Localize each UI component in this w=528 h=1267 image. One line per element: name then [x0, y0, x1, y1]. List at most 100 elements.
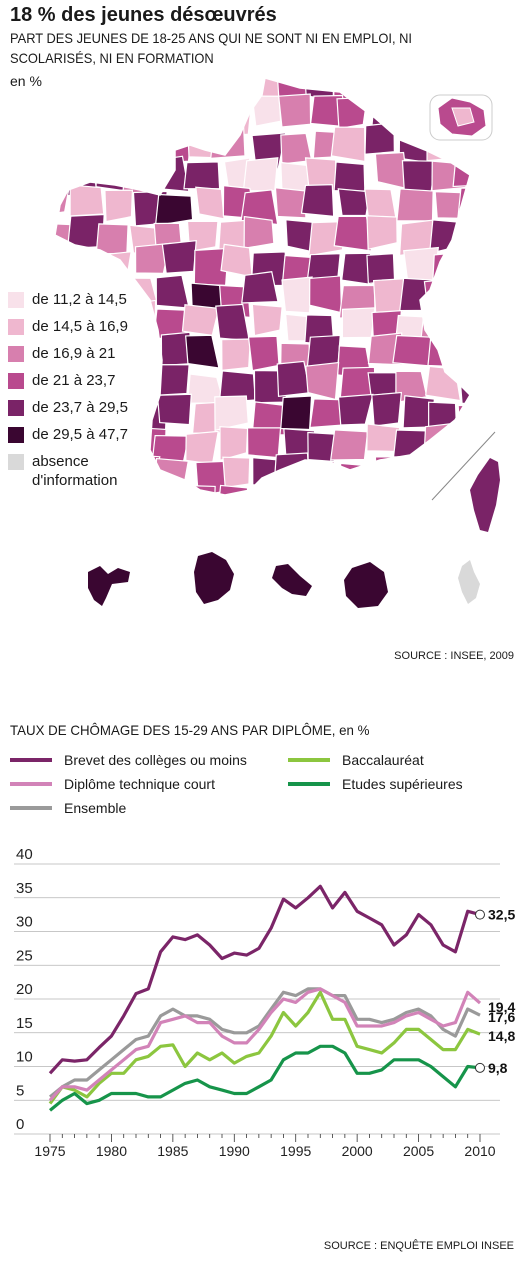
department-region: [336, 96, 368, 130]
department-region: [395, 370, 428, 404]
end-value-label: 32,5: [488, 907, 515, 923]
map-legend-item: de 29,5 à 47,7: [8, 425, 142, 452]
department-region: [55, 248, 65, 288]
department-region: [55, 78, 71, 105]
map-legend-item: de 23,7 à 29,5: [8, 398, 142, 425]
department-region: [462, 281, 470, 315]
x-tick-label: 1990: [219, 1143, 250, 1159]
department-region: [464, 335, 470, 370]
department-region: [246, 427, 282, 459]
department-region: [193, 78, 225, 103]
department-region: [154, 193, 194, 227]
department-region: [330, 429, 369, 461]
map-legend-item: de 16,9 à 21: [8, 344, 142, 371]
department-region: [218, 78, 252, 98]
department-region: [220, 243, 253, 278]
page-title: 18 % des jeunes désœuvrés: [10, 4, 277, 26]
department-region: [152, 155, 190, 193]
department-region: [195, 186, 225, 220]
map-unit: en %: [10, 73, 42, 89]
end-value-label: 9,8: [488, 1060, 508, 1076]
guadeloupe-shape: [88, 566, 130, 606]
department-region: [337, 393, 374, 426]
y-tick-label: 40: [16, 846, 33, 863]
department-region: [104, 189, 134, 223]
department-region: [55, 153, 68, 185]
department-region: [251, 95, 282, 127]
map-legend: de 11,2 à 14,5 de 14,5 à 16,9 de 16,9 à …: [8, 290, 142, 496]
department-region: [55, 182, 71, 217]
department-region: [219, 426, 249, 462]
department-region: [125, 78, 158, 100]
department-region: [161, 239, 197, 274]
department-region: [254, 487, 288, 495]
department-region: [305, 361, 340, 401]
department-region: [68, 99, 101, 137]
department-region: [427, 333, 462, 368]
map-legend-item: absence d'information: [8, 452, 142, 496]
department-region: [97, 78, 135, 106]
department-region: [372, 277, 409, 315]
end-value-label: 14,8: [488, 1028, 515, 1044]
department-region: [278, 93, 312, 128]
paris-inset: [429, 94, 493, 141]
legend-line: [288, 782, 330, 786]
department-region: [396, 188, 434, 222]
department-region: [240, 189, 279, 226]
x-tick-label: 1980: [96, 1143, 127, 1159]
department-region: [366, 489, 404, 495]
y-tick-label: 30: [16, 914, 33, 931]
department-region: [188, 94, 225, 128]
department-region: [423, 278, 452, 314]
department-region: [395, 491, 433, 495]
department-region: [366, 78, 404, 98]
department-region: [274, 187, 307, 219]
department-region: [183, 161, 221, 190]
legend-line: [10, 782, 52, 786]
x-tick-label: 2005: [403, 1143, 434, 1159]
department-region: [333, 161, 366, 192]
end-marker: [475, 1062, 485, 1073]
chart-source: SOURCE : ENQUÊTE EMPLOI INSEE: [323, 1240, 514, 1252]
department-region: [95, 223, 129, 255]
department-region: [221, 338, 252, 371]
legend-line: [10, 758, 52, 762]
department-region: [243, 215, 275, 250]
department-region: [55, 493, 75, 495]
department-region: [462, 217, 470, 253]
department-region: [397, 78, 430, 102]
map-legend-item: de 14,5 à 16,9: [8, 317, 142, 344]
department-region: [371, 391, 403, 427]
department-region: [371, 92, 405, 128]
mayotte-shape: [458, 560, 480, 604]
department-region: [393, 98, 423, 134]
department-region: [424, 489, 460, 495]
department-region: [100, 125, 131, 164]
department-region: [280, 395, 313, 431]
department-region: [67, 127, 100, 165]
series-line-etudes-sup-rieures: [48, 1044, 481, 1112]
department-region: [366, 215, 398, 251]
department-region: [425, 460, 462, 491]
department-region: [364, 188, 397, 219]
department-region: [403, 457, 434, 495]
legend-swatch: [8, 292, 24, 308]
department-region: [341, 307, 376, 339]
department-region: [155, 274, 190, 309]
end-marker: [475, 909, 485, 920]
department-region: [312, 489, 347, 495]
department-region: [69, 184, 105, 217]
department-region: [55, 95, 69, 130]
department-region: [251, 303, 283, 337]
department-region: [215, 303, 251, 342]
department-region: [309, 275, 343, 314]
department-region: [55, 131, 72, 166]
france-map: [54, 77, 500, 608]
department-region: [222, 456, 251, 489]
department-region: [247, 335, 280, 372]
department-region: [134, 242, 171, 274]
department-region: [66, 78, 103, 100]
legend-swatch: [8, 454, 24, 470]
map-source: SOURCE : INSEE, 2009: [394, 650, 514, 662]
x-tick-label: 2000: [342, 1143, 373, 1159]
